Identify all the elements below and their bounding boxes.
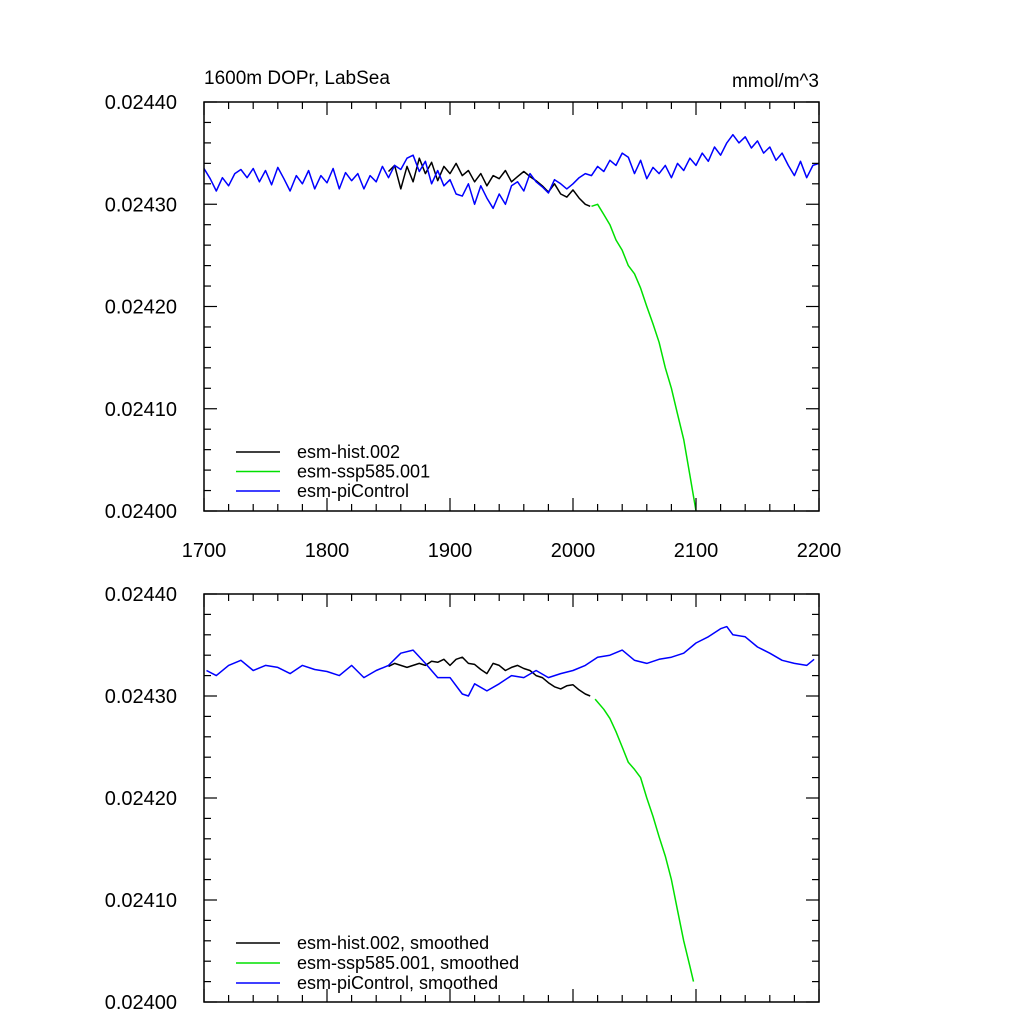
legend-label: esm-hist.002, smoothed xyxy=(297,933,489,953)
y-tick-label: 0.02400 xyxy=(105,992,177,1014)
y-tick-label: 0.02410 xyxy=(105,890,177,912)
x-tick-label: 2200 xyxy=(797,540,842,562)
x-tick-label: 2000 xyxy=(551,540,596,562)
x-tick-label: 1800 xyxy=(305,540,350,562)
x-tick-label: 1700 xyxy=(182,540,227,562)
series-line-0-0 xyxy=(387,157,591,207)
legend-label: esm-piControl, smoothed xyxy=(297,973,498,993)
y-tick-label: 0.02400 xyxy=(105,501,177,523)
chart-title: 1600m DOPr, LabSea xyxy=(204,68,390,89)
y-tick-label: 0.02430 xyxy=(105,194,177,216)
x-tick-label: 2100 xyxy=(674,540,719,562)
series-line-0-2 xyxy=(203,133,820,210)
units-label: mmol/m^3 xyxy=(732,71,819,92)
legend-label: esm-hist.002 xyxy=(297,442,400,462)
series-line-1-0 xyxy=(388,656,591,697)
y-tick-label: 0.02420 xyxy=(105,788,177,810)
y-tick-label: 0.02440 xyxy=(105,584,177,606)
series-line-1-1 xyxy=(594,698,695,982)
bottom-panel: 0.02400 0.02410 0.02420 0.02430 0.02440 esm-h… xyxy=(105,584,820,1014)
x-tick-label: 1900 xyxy=(428,540,473,562)
series-line-1-2 xyxy=(206,625,815,697)
y-tick-label: 0.02410 xyxy=(105,399,177,421)
legend-label: esm-piControl xyxy=(297,481,409,501)
y-tick-label: 0.02420 xyxy=(105,297,177,319)
y-tick-label: 0.02430 xyxy=(105,686,177,708)
legend-label: esm-ssp585.001, smoothed xyxy=(297,953,519,973)
series-line-0-1 xyxy=(591,203,697,512)
y-tick-label: 0.02440 xyxy=(105,92,177,114)
legend-label: esm-ssp585.001 xyxy=(297,462,430,482)
top-panel: 1600m DOPr, LabSea mmol/m^3 0.02400 0.024… xyxy=(105,68,842,562)
